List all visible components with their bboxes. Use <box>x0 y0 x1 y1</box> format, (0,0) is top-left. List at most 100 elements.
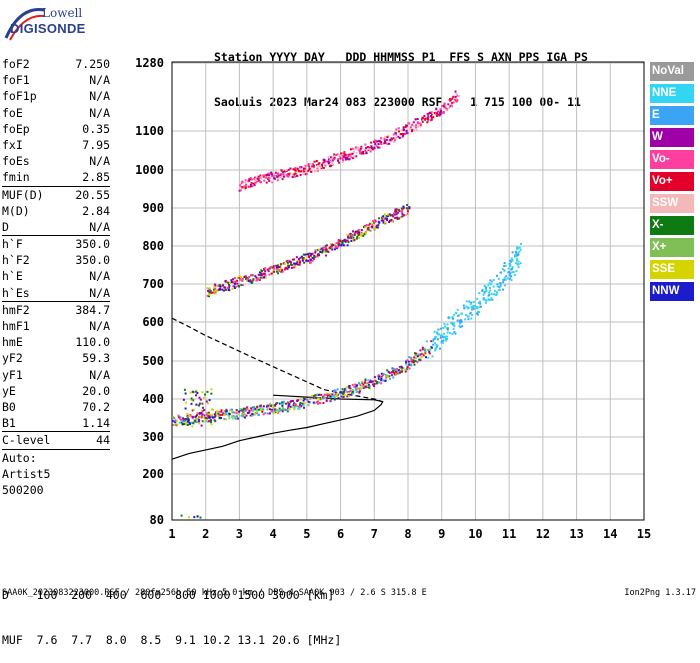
echo-point <box>205 400 208 403</box>
echo-point <box>218 288 221 291</box>
echo-point <box>330 398 333 401</box>
echo-point <box>346 156 348 159</box>
echo-point <box>417 353 420 356</box>
echo-point <box>367 379 370 382</box>
echo-point <box>392 133 395 136</box>
echo-point <box>282 175 285 178</box>
echo-point <box>516 254 519 257</box>
legend-item: E <box>650 106 694 125</box>
echo-point <box>287 168 290 171</box>
echo-point <box>395 373 397 376</box>
echo-point <box>357 228 360 231</box>
echo-point <box>485 299 488 302</box>
echo-point <box>386 138 388 141</box>
echo-point <box>331 159 334 162</box>
echo-point <box>242 415 245 418</box>
echo-point <box>401 215 404 218</box>
echo-point <box>333 153 336 156</box>
echo-point <box>190 397 193 400</box>
param-row: hmF2 384.7 <box>2 300 110 318</box>
echo-point <box>184 418 187 421</box>
echo-point <box>183 420 186 423</box>
echo-point <box>276 409 279 411</box>
echo-point <box>276 173 279 176</box>
echo-point <box>213 283 216 286</box>
echo-point <box>362 232 365 235</box>
echo-point <box>376 226 379 229</box>
echo-point <box>313 256 316 259</box>
echo-point <box>237 413 240 416</box>
logo-digisonde: DIGISONDE <box>10 21 86 36</box>
echo-point <box>446 328 449 331</box>
echo-point <box>207 420 210 423</box>
echo-point <box>346 391 349 394</box>
echo-point <box>305 173 308 175</box>
echo-point <box>362 234 365 237</box>
echo-point <box>322 246 325 249</box>
echo-point <box>502 281 505 284</box>
echo-point <box>400 133 403 135</box>
echo-point <box>273 270 275 273</box>
echo-point <box>308 168 311 170</box>
echo-point <box>405 360 408 363</box>
echo-point <box>406 132 409 135</box>
echo-point <box>385 375 388 377</box>
echo-point <box>207 289 209 292</box>
echo-point <box>346 244 349 247</box>
echo-point <box>299 173 302 176</box>
echo-point <box>309 396 312 399</box>
echo-point <box>296 174 299 177</box>
echo-point <box>394 211 397 214</box>
y-tick-label: 600 <box>142 315 164 329</box>
echo-point <box>414 357 417 360</box>
echo-point <box>313 257 315 260</box>
echo-point <box>383 142 386 145</box>
echo-point <box>336 392 339 395</box>
echo-point <box>285 173 288 176</box>
echo-point <box>484 286 487 289</box>
echo-point <box>271 180 274 183</box>
echo-point <box>449 98 451 101</box>
echo-point <box>281 269 284 272</box>
echo-point <box>217 414 220 417</box>
echo-point <box>445 108 448 111</box>
echo-point <box>259 174 262 177</box>
echo-point <box>241 413 244 416</box>
echo-point <box>281 410 284 413</box>
echo-point <box>254 407 257 410</box>
echo-point <box>241 279 244 282</box>
echo-point <box>271 173 274 176</box>
echo-point <box>398 217 401 220</box>
echo-point <box>502 288 504 291</box>
echo-point <box>293 266 296 269</box>
echo-point <box>434 112 437 115</box>
echo-point <box>428 350 431 353</box>
echo-point <box>343 239 345 242</box>
echo-point <box>236 282 239 285</box>
echo-point <box>290 261 292 264</box>
echo-point <box>237 417 239 420</box>
echo-point <box>245 276 248 279</box>
echo-point <box>329 393 332 396</box>
echo-point <box>463 307 466 310</box>
echo-point <box>248 178 251 181</box>
echo-point <box>289 167 292 170</box>
echo-point <box>405 369 408 371</box>
echo-point <box>300 405 303 407</box>
echo-point <box>221 413 224 416</box>
echo-point <box>334 389 337 392</box>
echo-point <box>189 391 192 394</box>
echo-point <box>228 289 231 292</box>
echo-point <box>405 363 408 366</box>
param-name: 500200 <box>2 482 44 497</box>
echo-point <box>251 281 254 284</box>
echo-point <box>255 180 258 183</box>
echo-point <box>181 423 184 426</box>
echo-point <box>351 152 354 155</box>
echo-point <box>410 364 413 367</box>
echo-point <box>456 100 459 103</box>
echo-point <box>307 401 310 403</box>
echo-point <box>414 354 417 357</box>
echo-point <box>318 162 321 165</box>
echo-point <box>373 376 376 379</box>
